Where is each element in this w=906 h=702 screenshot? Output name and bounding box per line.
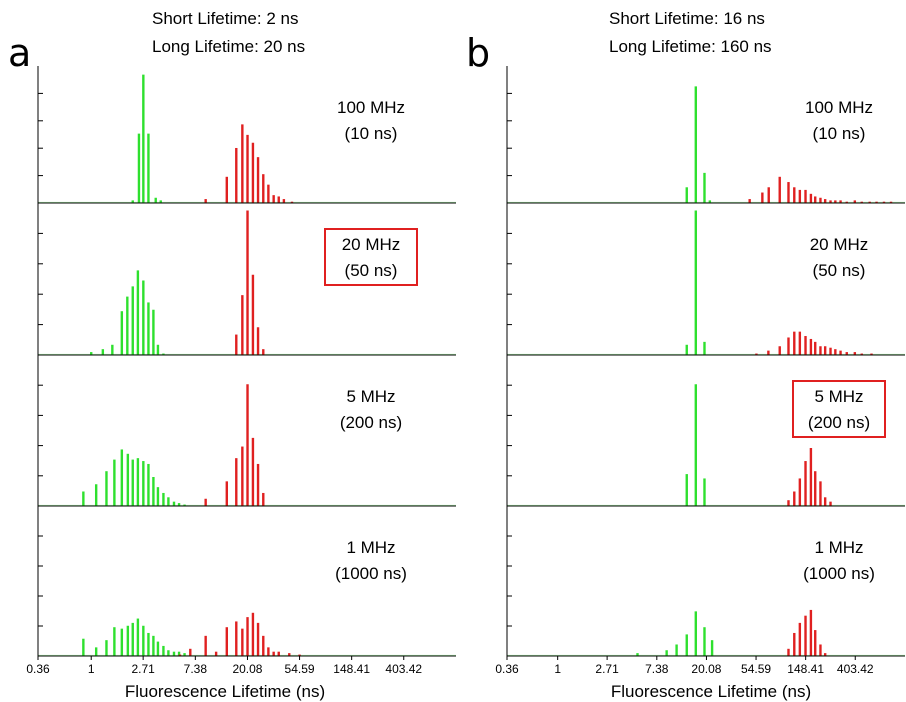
panel-label: b [466,31,490,75]
subplot-3: 1 MHz (1000 ns) [506,506,905,657]
subplot-1: 20 MHz (50 ns) [37,203,456,356]
x-tick-label: 1 [88,662,95,676]
period-label: (1000 ns) [335,564,407,583]
x-tick-label: 148.41 [787,662,824,676]
x-tick-label: 20.08 [232,662,262,676]
x-tick-label: 2.71 [131,662,155,676]
subplot-0: 100 MHz (10 ns) [37,66,456,204]
subplot-1: 20 MHz (50 ns) [506,203,905,356]
subplot-0: 100 MHz (10 ns) [506,66,905,204]
header-line-1: Short Lifetime: 2 ns [152,9,298,28]
x-tick-label: 54.59 [741,662,771,676]
subplot-3: 1 MHz (1000 ns) [37,506,456,657]
x-tick-label: 54.59 [285,662,315,676]
frequency-label: 100 MHz [337,98,405,117]
x-tick-label: 403.42 [385,662,422,676]
subplot-2: 5 MHz (200 ns) [37,355,456,507]
x-tick-label: 20.08 [691,662,721,676]
frequency-label: 1 MHz [346,538,395,557]
header-line-2: Long Lifetime: 160 ns [609,37,772,56]
frequency-label: 1 MHz [814,538,863,557]
header-line-2: Long Lifetime: 20 ns [152,37,305,56]
x-tick-label: 7.38 [645,662,669,676]
header-line-1: Short Lifetime: 16 ns [609,9,765,28]
period-label: (200 ns) [808,413,870,432]
frequency-label: 100 MHz [805,98,873,117]
period-label: (10 ns) [345,124,398,143]
period-label: (50 ns) [813,261,866,280]
x-tick-label: 148.41 [333,662,370,676]
frequency-label: 5 MHz [814,387,863,406]
x-tick-label: 1 [554,662,561,676]
period-label: (1000 ns) [803,564,875,583]
period-label: (200 ns) [340,413,402,432]
panel-label: a [8,31,31,75]
frequency-label: 5 MHz [346,387,395,406]
x-axis-title: Fluorescence Lifetime (ns) [611,682,811,701]
panel-b: b Short Lifetime: 16 ns Long Lifetime: 1… [466,9,905,701]
period-label: (10 ns) [813,124,866,143]
period-label: (50 ns) [345,261,398,280]
x-axis: 0.36 1 2.71 7.38 20.08 54.59 148.41 403.42 [26,656,422,676]
x-axis-title: Fluorescence Lifetime (ns) [125,682,325,701]
frequency-label: 20 MHz [342,235,401,254]
x-axis: 0.36 1 2.71 7.38 20.08 54.59 148.41 403.42 [495,656,874,676]
subplot-2: 5 MHz (200 ns) [506,355,905,507]
x-tick-label: 0.36 [495,662,519,676]
x-tick-label: 7.38 [184,662,208,676]
plot-area-b: 100 MHz (10 ns) 20 MHz (50 ns) 5 MHz (200 ns)… [495,66,905,676]
plot-area-a: 100 MHz (10 ns) 20 MHz (50 ns) 5 MHz (200 ns)… [26,66,456,676]
panel-a: a Short Lifetime: 2 ns Long Lifetime: 20… [8,9,456,701]
x-tick-label: 2.71 [595,662,619,676]
highlight-box [792,380,886,438]
x-tick-label: 0.36 [26,662,50,676]
x-tick-label: 403.42 [837,662,874,676]
frequency-label: 20 MHz [810,235,869,254]
highlight-box [324,228,418,286]
